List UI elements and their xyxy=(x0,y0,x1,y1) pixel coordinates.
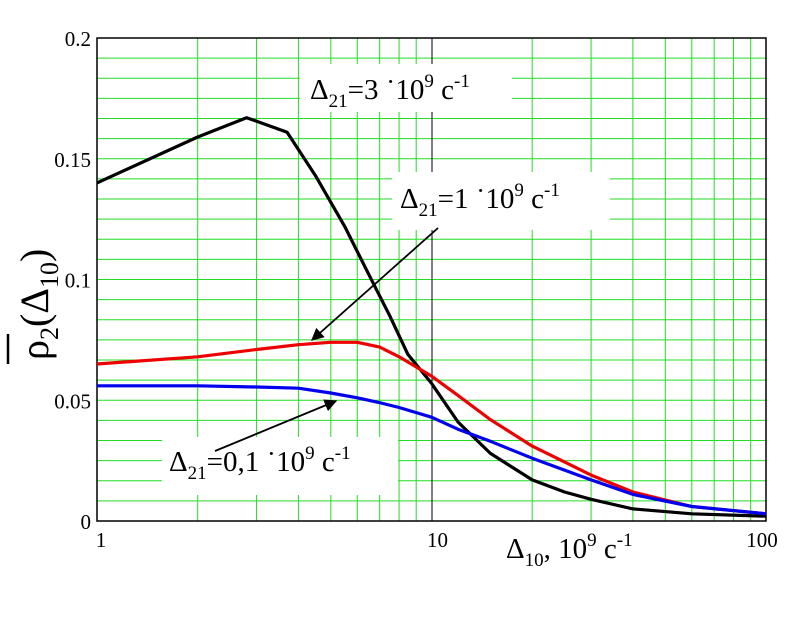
x-axis-label-background xyxy=(478,528,704,584)
annotation-2-main: Δ xyxy=(400,183,419,215)
annotation-1-background xyxy=(300,64,512,112)
series-layer xyxy=(96,116,767,518)
annotation-3-sup2: -1 xyxy=(335,443,351,464)
y-axis-label: ρ2(Δ10) xyxy=(6,249,64,364)
y-tick-label: 0.15 xyxy=(54,148,91,172)
annotation-1-mid: =3 ˙10 xyxy=(348,74,425,106)
y-tick-label: 0.05 xyxy=(54,389,91,413)
y-tick-label: 0 xyxy=(81,510,92,534)
annotation-3-mid: =0,1 ˙10 xyxy=(207,446,306,478)
x-tick-label: 1 xyxy=(96,528,107,552)
x-axis-label-text: Δ10, 109 c-1 xyxy=(506,530,633,571)
y-axis-label-arg-close: ) xyxy=(12,249,57,262)
x-tick-label: 10 xyxy=(427,528,448,552)
annotation-3-main: Δ xyxy=(169,446,188,478)
y-axis-label-arg-open: (Δ xyxy=(12,288,57,327)
x-axis-label-main: Δ xyxy=(506,533,525,565)
x-axis-label-sup2: -1 xyxy=(617,530,633,551)
annotation-3-background xyxy=(162,437,398,495)
annotation-2-tail: c xyxy=(524,183,544,215)
y-axis-label-sub: 2 xyxy=(35,327,64,340)
annotation-3-sub: 21 xyxy=(188,463,207,484)
series-line-3 xyxy=(97,384,767,516)
annotation-3-label: Δ21=0,1 ˙109 c-1 xyxy=(169,443,351,484)
y-axis-label-main: ρ xyxy=(12,340,57,360)
plot-frame xyxy=(96,37,767,522)
annotation-1-tail: c xyxy=(434,74,454,106)
annotation-2-sup2: -1 xyxy=(544,180,560,201)
x-axis-label: Δ10, 109 c-1 xyxy=(478,528,704,584)
annotation-2-arrow xyxy=(311,227,439,341)
y-axis-label-text: ρ2(Δ10) xyxy=(12,249,64,360)
annotation-3-arrow xyxy=(214,399,338,452)
x-axis-label-sup: 9 xyxy=(587,530,597,551)
annotation-1-sup2: -1 xyxy=(454,71,470,92)
annotation-1-sup: 9 xyxy=(424,71,434,92)
annotation-2-sub: 21 xyxy=(419,200,438,221)
x-tick-labels: 1 10 100 xyxy=(96,528,778,552)
annotation-series-2: Δ21=1 ˙109 c-1 xyxy=(311,172,610,341)
annotation-3-sup: 9 xyxy=(305,443,315,464)
y-tick-labels: 0 0.05 0.1 0.15 0.2 xyxy=(54,27,91,534)
annotation-series-1: Δ21=3 ˙109 c-1 xyxy=(300,64,512,112)
y-tick-label: 0.2 xyxy=(65,27,91,51)
x-axis-label-mid: , 10 xyxy=(544,533,588,565)
annotation-1-label: Δ21=3 ˙109 c-1 xyxy=(310,71,470,112)
annotation-2-mid: =1 ˙10 xyxy=(438,183,515,215)
annotation-series-3: Δ21=0,1 ˙109 c-1 xyxy=(162,399,398,495)
x-tick-label: 100 xyxy=(746,528,778,552)
x-axis-label-tail: c xyxy=(597,533,617,565)
annotation-2-label: Δ21=1 ˙109 c-1 xyxy=(400,180,560,221)
annotation-2-sup: 9 xyxy=(514,180,524,201)
y-tick-label: 0.1 xyxy=(65,269,91,293)
x-axis-label-sub: 10 xyxy=(525,550,544,571)
annotation-1-main: Δ xyxy=(310,74,329,106)
y-axis-label-arg-sub: 10 xyxy=(35,262,64,288)
annotation-3-tail: c xyxy=(315,446,335,478)
annotation-1-sub: 21 xyxy=(329,91,348,112)
annotation-2-background xyxy=(392,172,610,230)
series-line-2 xyxy=(96,340,767,516)
